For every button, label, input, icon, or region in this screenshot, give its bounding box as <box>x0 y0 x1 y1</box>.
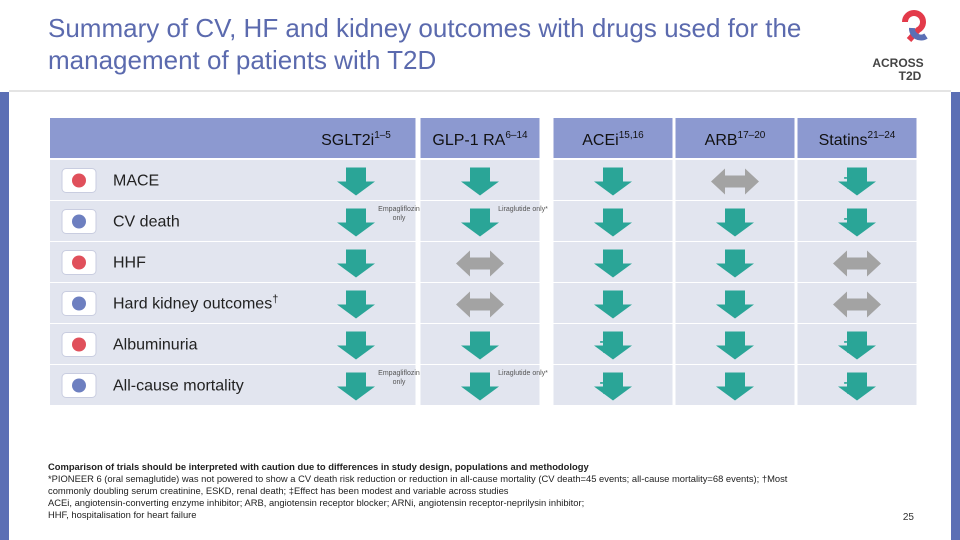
table: SGLT2i1–5 GLP-1 RA6–14 ACEi15,16 ARB17–20 St… <box>50 118 917 405</box>
arrow-down <box>337 331 375 360</box>
arrow-neutral <box>833 291 881 318</box>
left-bar <box>0 92 9 540</box>
row-label: HHF <box>113 255 146 272</box>
column-sup: 21–24 <box>868 130 896 141</box>
footnote-lines: *PIONEER 6 (oral semaglutide) was not po… <box>48 473 788 521</box>
column-label: GLP-1 RA <box>432 132 505 149</box>
column-header: ACEi15,16 <box>582 130 644 149</box>
arrow-down <box>838 208 876 237</box>
row-header: Hard kidney outcomes† <box>113 294 278 313</box>
cell-note: Empagliflozin only <box>378 206 420 222</box>
arrow-neutral <box>833 250 881 277</box>
row-icon <box>72 255 86 270</box>
row-label: CV death <box>113 214 180 231</box>
cell-note: Liraglutide only* <box>498 206 548 213</box>
header-cell <box>553 118 673 158</box>
logo-text: ACROSS <box>872 56 923 70</box>
arrow-down <box>337 167 375 196</box>
row-label: Hard kidney outcomes <box>113 296 272 313</box>
logo: ACROSS T2D <box>872 10 928 83</box>
arrow-down <box>461 372 499 401</box>
header-cell <box>296 118 416 158</box>
column-label: ACEi <box>582 132 618 149</box>
arrow-down <box>594 208 632 237</box>
row-header: CV death <box>113 214 180 231</box>
column-label: SGLT2i <box>321 132 374 149</box>
arrow-neutral <box>456 250 504 277</box>
column-label: ARB <box>705 132 738 149</box>
arrow-down <box>594 290 632 319</box>
arrow-down <box>838 167 876 196</box>
arrow-down <box>838 331 876 360</box>
row-icon <box>72 337 86 352</box>
arrow-down <box>337 290 375 319</box>
footnote-mark: ‡ <box>843 336 853 356</box>
right-bar <box>951 92 960 540</box>
column-header: GLP-1 RA6–14 <box>432 130 528 149</box>
footnote-mark: ‡ <box>843 172 853 192</box>
header-cell <box>50 118 308 158</box>
arrow-down <box>337 208 375 237</box>
title: Summary of CV, HF and kidney outcomes wi… <box>48 13 802 75</box>
arrow-down <box>461 331 499 360</box>
row-sup: † <box>272 294 278 306</box>
header-cell <box>420 118 540 158</box>
row-label: Albuminuria <box>113 337 198 354</box>
arrow-down <box>716 208 754 237</box>
header-cell <box>797 118 917 158</box>
arrow-down <box>461 167 499 196</box>
logo-text: T2D <box>899 69 922 83</box>
arrow-down <box>594 372 632 401</box>
footnote-line: HHF, hospitalisation for heart failure <box>48 509 197 520</box>
caution: Comparison of trials should be interpret… <box>48 461 589 472</box>
column-sup: 6–14 <box>505 130 528 141</box>
column-sup: 1–5 <box>374 130 391 141</box>
arrow-down <box>461 208 499 237</box>
arrow-down <box>594 167 632 196</box>
cell-note: Liraglutide only* <box>498 370 548 377</box>
arrow-down <box>337 372 375 401</box>
arrow-down <box>716 372 754 401</box>
row-icon <box>72 173 86 188</box>
column-sup: 15,16 <box>619 130 644 141</box>
row-header: All-cause mortality <box>113 378 244 395</box>
row-label: MACE <box>113 173 159 190</box>
arrow-neutral <box>456 291 504 318</box>
column-header: Statins21–24 <box>819 130 896 149</box>
row-header: MACE <box>113 173 159 190</box>
cell-note: Empagliflozin only <box>378 370 420 386</box>
footnote-mark: ‡ <box>843 377 853 397</box>
arrow-down <box>716 331 754 360</box>
row-label: All-cause mortality <box>113 378 244 395</box>
column-label: Statins <box>819 132 868 149</box>
footnote-line: *PIONEER 6 (oral semaglutide) was not po… <box>48 473 788 496</box>
arrow-down <box>337 249 375 278</box>
arrow-down <box>716 290 754 319</box>
column-sup: 17–20 <box>738 130 766 141</box>
arrow-down <box>594 249 632 278</box>
footnote-mark: ‡ <box>599 336 609 356</box>
logo-mark <box>902 10 927 43</box>
header-cell <box>675 118 795 158</box>
arrow-neutral <box>711 168 759 195</box>
row-header: HHF <box>113 255 146 272</box>
logo-mark <box>909 27 928 41</box>
arrow-down <box>594 331 632 360</box>
column-header: ARB17–20 <box>705 130 766 149</box>
footnote-line: ACEi, angiotensin-converting enzyme inhi… <box>48 497 585 508</box>
footnotes: Comparison of trials should be interpret… <box>48 461 788 521</box>
footnote-mark: ‡ <box>599 377 609 397</box>
row-icon <box>72 296 86 311</box>
row-icon <box>72 214 86 229</box>
row-icon <box>72 378 86 393</box>
footnote-mark: ‡ <box>843 213 853 233</box>
page-number: 25 <box>902 512 914 523</box>
arrow-down <box>838 372 876 401</box>
arrow-down <box>716 249 754 278</box>
column-header: SGLT2i1–5 <box>321 130 391 149</box>
row-header: Albuminuria <box>113 337 198 354</box>
